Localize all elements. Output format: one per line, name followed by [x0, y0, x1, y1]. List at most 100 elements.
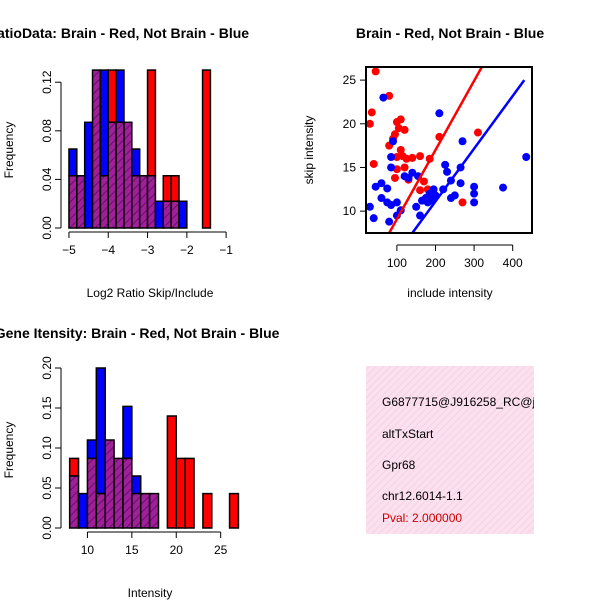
- ratio-hist-bar-overlap: [68, 175, 78, 229]
- scatter-point-brain: [396, 115, 405, 124]
- ratio-hist-bar-overlap: [91, 69, 102, 229]
- intensity-hist-bar-overlap: [86, 457, 98, 529]
- scatter-point-not-brain: [416, 211, 425, 220]
- scatter-point-not-brain: [412, 202, 421, 211]
- info-clip-mask: [534, 366, 600, 536]
- info-probe-id: G6877715@J916258_RC@j: [382, 395, 535, 409]
- ratio-hist-x-tick-label: −5: [62, 243, 76, 257]
- ratio-hist-bar-not-brain: [131, 148, 141, 177]
- intensity-hist-bar-brain: [68, 457, 80, 477]
- ratio-hist-bar-not-brain: [154, 200, 165, 229]
- scatter-y-tick-label: 25: [343, 73, 357, 87]
- scatter-point-not-brain: [377, 194, 386, 203]
- ratio-hist-bar-overlap: [99, 175, 110, 229]
- ratio-hist-xlabel: Log2 Ratio Skip/Include: [87, 286, 214, 300]
- intensity-hist-bar-overlap: [104, 439, 115, 529]
- scatter-plot: Brain - Red, Not Brain - Blue include in…: [302, 25, 544, 300]
- ratio-hist-y-tick-label: 0.08: [40, 119, 54, 143]
- intensity-hist-bars: [68, 367, 240, 529]
- scatter-x-tick-label: 400: [503, 256, 523, 270]
- ratio-hist-bar-overlap: [170, 200, 180, 229]
- intensity-hist-bar-overlap: [68, 475, 80, 529]
- ratio-hist-ylabel: Frequency: [2, 122, 16, 179]
- scatter-point-brain: [367, 108, 376, 117]
- info-location: chr12.6014-1.1: [382, 489, 463, 503]
- scatter-point-brain: [369, 159, 378, 168]
- ratio-hist-bar-overlap: [162, 200, 172, 229]
- scatter-point-not-brain: [387, 163, 396, 172]
- intensity-hist-y-tick-label: 0.20: [40, 356, 54, 380]
- intensity-hist-bar-overlap: [122, 457, 133, 529]
- scatter-point-not-brain: [470, 182, 479, 191]
- intensity-hist-y-tick-label: 0.15: [40, 396, 54, 420]
- ratio-hist-x-tick-label: −3: [141, 243, 155, 257]
- scatter-point-not-brain: [377, 179, 386, 188]
- scatter-point-brain: [365, 119, 374, 128]
- scatter-point-brain: [390, 173, 399, 182]
- intensity-hist-bar-not-brain: [95, 367, 106, 495]
- ratio-hist-bar-not-brain: [178, 200, 188, 229]
- info-box: G6877715@J916258_RC@j altTxStart Gpr68 c…: [366, 366, 600, 536]
- intensity-hist-bar-overlap: [131, 492, 142, 529]
- intensity-hist-bar-not-brain: [122, 405, 133, 460]
- scatter-xlabel: include intensity: [407, 286, 492, 300]
- scatter-point-brain: [416, 152, 425, 161]
- scatter-point-not-brain: [383, 184, 392, 193]
- scatter-point-not-brain: [522, 152, 531, 161]
- ratio-hist-bar-overlap: [115, 121, 125, 229]
- intensity-hist-x-tick-label: 25: [214, 543, 228, 557]
- scatter-fit-line-not-brain: [411, 79, 526, 234]
- scatter-point-brain: [458, 198, 467, 207]
- scatter-title: Brain - Red, Not Brain - Blue: [356, 25, 544, 41]
- scatter-fit-lines: [388, 66, 526, 234]
- ratio-hist-bars: [68, 69, 212, 229]
- intensity-hist-x-tick-label: 10: [81, 543, 95, 557]
- ratio-hist-bar-overlap: [138, 175, 149, 229]
- info-event-type: altTxStart: [382, 427, 434, 441]
- intensity-hist-bar-brain: [175, 457, 186, 529]
- ratio-histogram: RatioData: Brain - Red, Not Brain - Blue…: [0, 25, 249, 300]
- intensity-hist-title: Exon Gene Itensity: Brain - Red, Not Bra…: [0, 325, 280, 341]
- intensity-hist-bar-not-brain: [86, 439, 98, 460]
- ratio-hist-y-tick-label: 0.00: [40, 216, 54, 240]
- intensity-hist-y-axis: 0.00 0.05 0.10 0.15 0.20: [40, 356, 62, 540]
- ratio-hist-bar-brain: [107, 69, 117, 124]
- scatter-point-brain: [400, 125, 409, 134]
- scatter-point-not-brain: [365, 202, 374, 211]
- intensity-hist-y-tick-label: 0.05: [40, 476, 54, 500]
- scatter-y-axis: 10 15 20 25: [343, 73, 367, 218]
- scatter-point-brain: [400, 163, 409, 172]
- ratio-hist-bar-brain: [162, 175, 172, 203]
- scatter-ylabel: skip intensity: [302, 116, 316, 185]
- ratio-hist-bar-overlap: [123, 121, 133, 229]
- scatter-point-not-brain: [429, 185, 438, 194]
- intensity-hist-bar-brain: [166, 415, 178, 529]
- intensity-hist-bar-overlap: [113, 457, 124, 529]
- intensity-hist-x-axis: 10 15 20 25: [81, 531, 228, 557]
- scatter-point-not-brain: [408, 168, 417, 177]
- ratio-hist-bar-brain: [170, 175, 180, 203]
- ratio-hist-y-tick-label: 0.04: [40, 167, 54, 191]
- info-gene-symbol: Gpr68: [382, 458, 416, 472]
- intensity-hist-bar-overlap: [148, 492, 160, 529]
- scatter-point-brain: [371, 67, 380, 76]
- ratio-hist-bar-overlap: [131, 175, 141, 229]
- ratio-hist-title: RatioData: Brain - Red, Not Brain - Blue: [0, 25, 249, 41]
- ratio-hist-bar-overlap: [146, 175, 157, 229]
- scatter-point-not-brain: [470, 198, 479, 207]
- intensity-hist-bar-brain: [184, 457, 195, 529]
- ratio-hist-bar-overlap: [76, 175, 86, 229]
- intensity-hist-y-tick-label: 0.10: [40, 436, 54, 460]
- scatter-y-tick-label: 10: [343, 204, 357, 218]
- ratio-hist-y-axis: 0.00 0.04 0.08 0.12: [40, 70, 62, 240]
- intensity-hist-bar-brain: [228, 492, 240, 529]
- ratio-hist-x-tick-label: −2: [180, 243, 194, 257]
- ratio-hist-bar-not-brain: [99, 69, 110, 177]
- scatter-x-tick-label: 200: [425, 256, 445, 270]
- scatter-point-not-brain: [443, 167, 452, 176]
- ratio-hist-x-tick-label: −1: [219, 243, 233, 257]
- info-box-background: [366, 366, 534, 534]
- scatter-points: [365, 67, 531, 226]
